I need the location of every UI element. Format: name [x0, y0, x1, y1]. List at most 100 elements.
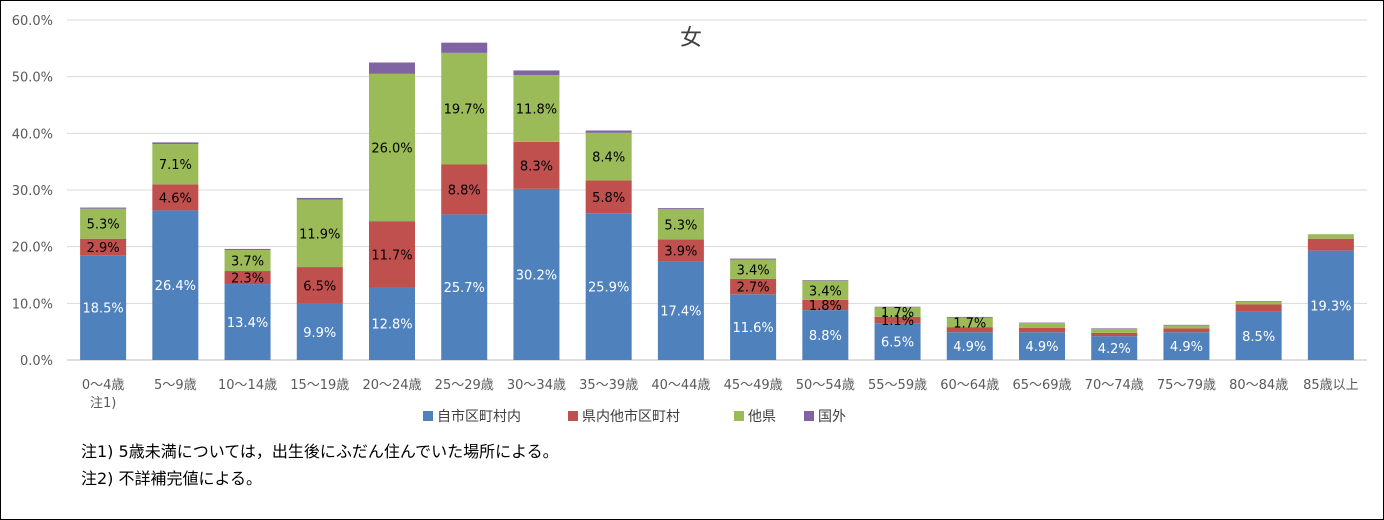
data-label: 18.5% [82, 302, 123, 317]
data-label: 1.1% [881, 314, 914, 329]
data-label: 4.9% [1025, 340, 1058, 355]
y-tick-label: 60.0% [12, 14, 53, 29]
data-label: 25.9% [588, 281, 629, 296]
data-label: 2.3% [231, 272, 264, 287]
bar-segment [80, 208, 127, 239]
bar-segment [585, 130, 632, 133]
bar-segment [802, 280, 849, 300]
footnotes: 注1) 5歳未満については，出生後にふだん住んでいた場所による。 注2) 不詳補… [81, 438, 559, 492]
bar-segment [946, 316, 993, 318]
data-label: 9.9% [303, 326, 336, 341]
bar-segment [1091, 328, 1138, 333]
bar-segment [874, 307, 921, 317]
gridlines [67, 19, 1367, 361]
bar-segment [946, 317, 993, 328]
bar-segment [874, 306, 921, 308]
bar-segment [1163, 325, 1210, 329]
bar-segment [80, 255, 127, 360]
bar-segment [513, 74, 560, 142]
bar-segment [80, 207, 127, 209]
legend-swatch [568, 411, 578, 421]
bar-segment [441, 214, 488, 360]
data-label: 26.0% [371, 142, 412, 157]
y-tick-label: 20.0% [12, 241, 53, 256]
bar-segment [296, 303, 343, 360]
bar-segment [585, 213, 632, 360]
data-label: 11.7% [371, 248, 412, 263]
x-tick-label: 40～44歳 [651, 378, 710, 393]
bar-segment [1091, 336, 1138, 360]
y-tick-label: 30.0% [12, 184, 53, 199]
bar-segment [1235, 301, 1282, 302]
bar-segment [224, 284, 271, 360]
bars [80, 42, 1354, 360]
data-label: 13.4% [227, 316, 268, 331]
x-tick-label: 50～54歳 [796, 378, 855, 393]
data-label: 11.8% [516, 102, 557, 117]
data-label: 1.8% [809, 299, 842, 314]
bar-segment [224, 250, 271, 272]
x-tick-label: 85歳以上 [1303, 378, 1359, 393]
data-label: 12.8% [371, 318, 412, 333]
bar-segment [513, 70, 560, 75]
bar-segment [1019, 322, 1065, 324]
bar-segment [369, 73, 415, 222]
x-tick-label: 65～69歳 [1012, 378, 1071, 393]
data-label: 2.7% [737, 281, 770, 296]
data-labels: 18.5% 2.9% 5.3% 26.4% 4.6% 7.1% 13.4% 2.3% 3.7% 9… [82, 102, 1351, 357]
legend-swatch [804, 411, 814, 421]
bar-segment [585, 180, 632, 214]
x-tick-label: 80～84歳 [1229, 378, 1288, 393]
data-label: 5.3% [87, 218, 120, 233]
bar-segment [152, 142, 199, 145]
bar-segment [224, 271, 271, 285]
bar-segment [369, 287, 415, 360]
data-label: 6.5% [881, 336, 914, 351]
data-label: 2.9% [87, 241, 120, 256]
bar-segment [730, 258, 777, 260]
bar-segment [1235, 304, 1282, 312]
data-label: 1.7% [881, 306, 914, 321]
data-label: 30.2% [516, 268, 557, 283]
y-axis-ticks: 0.0% 10.0% 20.0% 30.0% 40.0% 50.0% 60.0% [12, 14, 53, 369]
legend-swatch [734, 411, 744, 421]
bar-segment [1019, 332, 1065, 360]
bar-segment [1091, 328, 1138, 329]
data-label: 11.6% [732, 321, 773, 336]
bar-segment [946, 332, 993, 360]
x-tick-label: 5～9歳 [154, 378, 197, 393]
x-tick-label: 20～24歳 [362, 378, 421, 393]
y-tick-label: 10.0% [12, 297, 53, 312]
bar-segment [369, 62, 415, 74]
bar-segment [296, 267, 343, 304]
data-label: 7.1% [159, 158, 192, 173]
bar-segment [730, 278, 777, 295]
legend-label: 他県 [748, 409, 776, 425]
data-label: 4.2% [1098, 342, 1131, 357]
bar-segment [1163, 328, 1210, 333]
x-tick-label: 60～64歳 [940, 378, 999, 393]
bar-segment [585, 132, 632, 181]
x-tick-label: 15～19歳 [290, 378, 349, 393]
data-label: 17.4% [660, 305, 701, 320]
bar-segment [1307, 234, 1354, 239]
bar-segment [730, 259, 777, 279]
footnote-1: 注1) 5歳未満については，出生後にふだん住んでいた場所による。 [81, 442, 559, 461]
bar-segment [1307, 250, 1354, 360]
x-tick-note: 注1) [90, 396, 116, 411]
bar-segment [296, 199, 343, 268]
x-tick-label: 55～59歳 [868, 378, 927, 393]
y-tick-label: 40.0% [12, 127, 53, 142]
data-label: 3.4% [737, 263, 770, 278]
bar-segment [730, 294, 777, 360]
y-tick-label: 50.0% [12, 71, 53, 86]
chart-title: 女 [680, 26, 702, 51]
bar-segment [874, 316, 921, 324]
data-label: 3.4% [809, 284, 842, 299]
data-label: 4.6% [159, 191, 192, 206]
legend-label: 国外 [818, 409, 846, 425]
bar-segment [441, 52, 488, 165]
bar-segment [657, 261, 704, 360]
bar-segment [1019, 323, 1065, 328]
